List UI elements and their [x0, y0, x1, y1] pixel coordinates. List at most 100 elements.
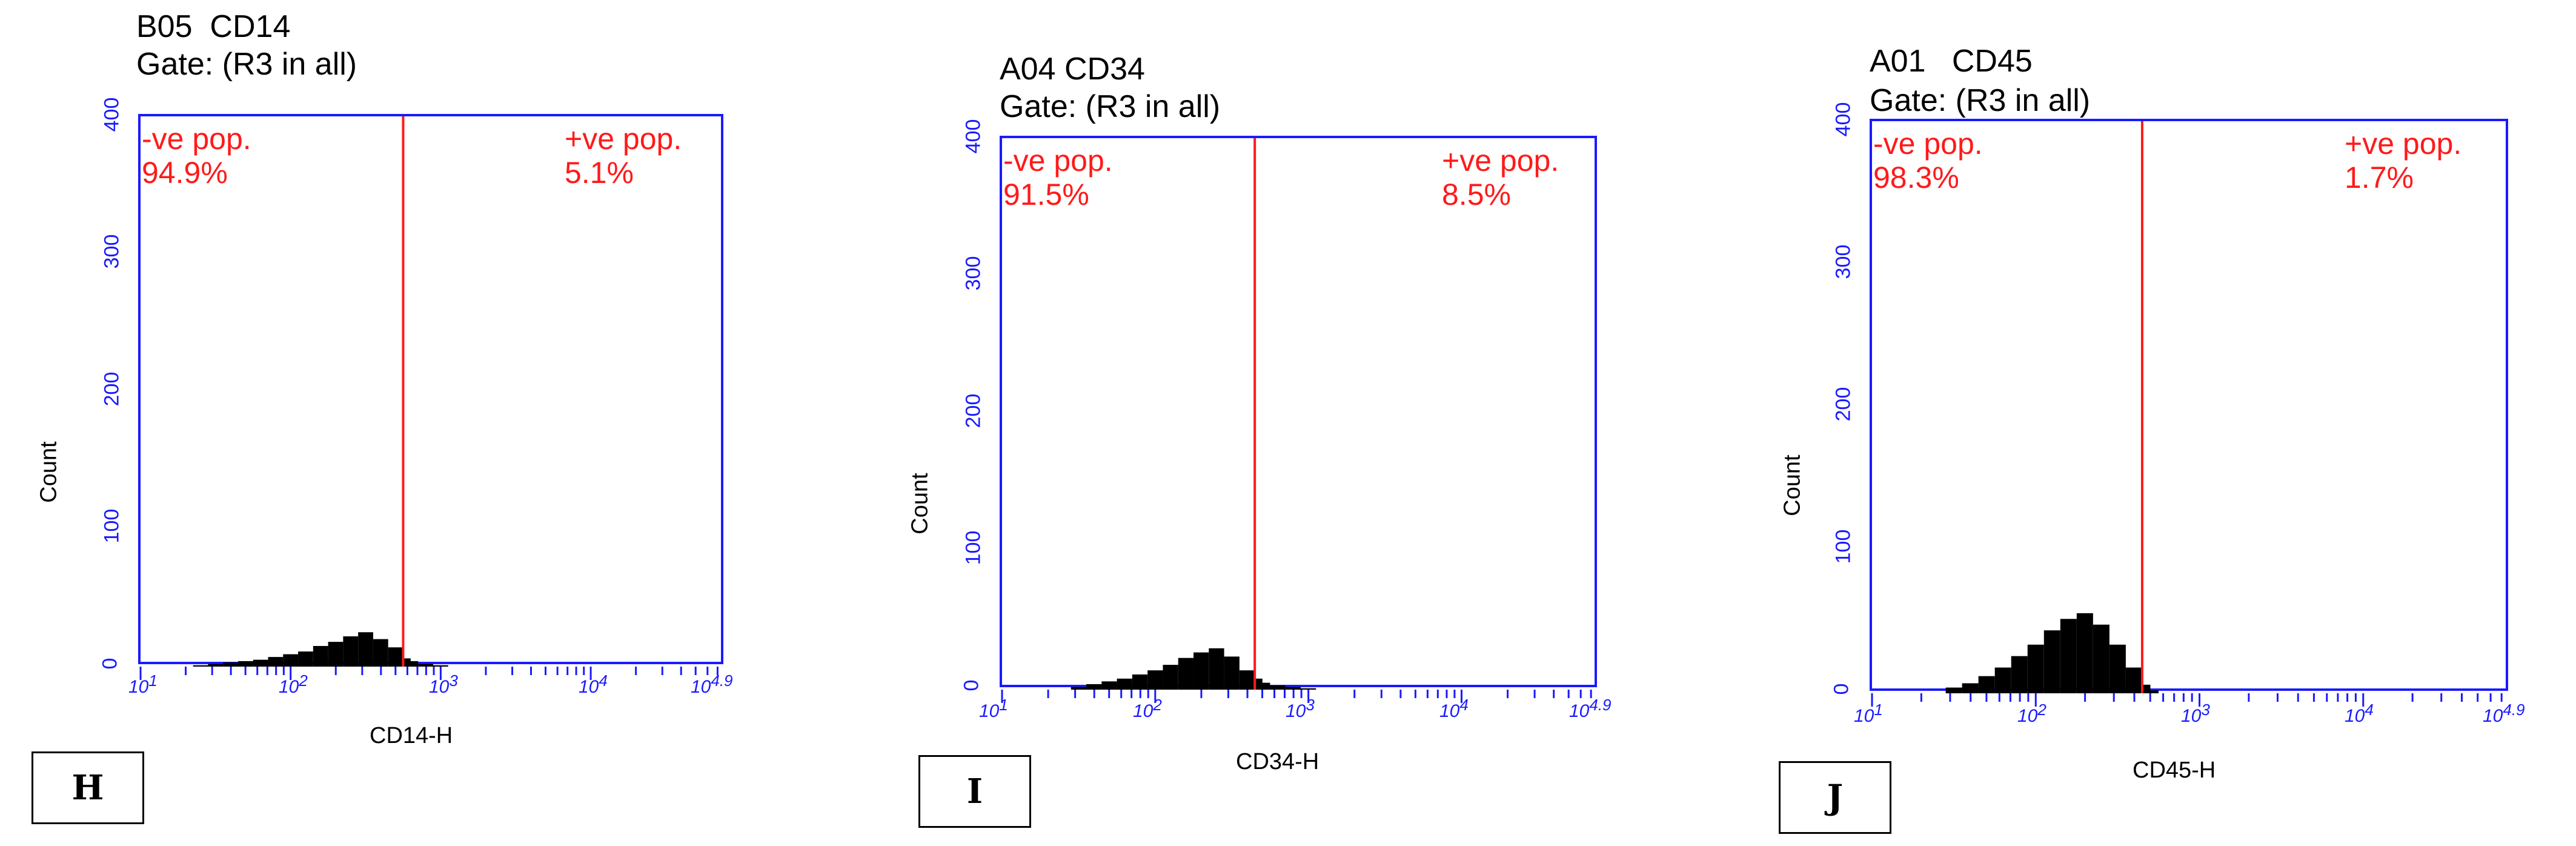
- x-tick-10-3: 103: [2181, 701, 2210, 726]
- y-tick-200: 200: [961, 393, 985, 428]
- positive-population-label: +ve pop.: [565, 122, 682, 156]
- y-tick-100: 100: [100, 508, 124, 544]
- histogram-bar: [373, 639, 388, 667]
- x-tick-10-3: 103: [429, 671, 458, 697]
- histogram-bar: [2109, 644, 2126, 693]
- positive-population-percent: 5.1%: [565, 156, 634, 190]
- y-tick-300: 300: [100, 234, 124, 269]
- histogram-bar: [433, 665, 448, 667]
- histogram-plot-area: -ve pop. 94.9% +ve pop. 5.1%: [138, 114, 723, 680]
- histogram-bar: [1086, 684, 1102, 690]
- x-tick-10-4-9: 104.9: [2483, 701, 2525, 726]
- x-tick-10-1: 101: [979, 696, 1008, 721]
- x-tick-10-3: 103: [1286, 696, 1315, 721]
- histogram-bar: [283, 654, 299, 667]
- panel-j: A01 CD45 Gate: (R3 in all) Count -ve pop…: [1745, 0, 2576, 846]
- histogram-svg: [1871, 121, 2503, 707]
- histogram-bar: [418, 664, 433, 667]
- histogram-bar: [1101, 681, 1117, 690]
- histogram-bar: [2076, 613, 2093, 693]
- y-tick-100: 100: [1831, 529, 1855, 564]
- panel-h: B05 CD14 Gate: (R3 in all) Count -ve pop…: [0, 0, 788, 846]
- y-tick-0: 0: [98, 658, 122, 670]
- y-tick-100: 100: [961, 530, 985, 565]
- y-axis-label: Count: [1779, 455, 1805, 516]
- negative-population-percent: 98.3%: [1873, 161, 1959, 195]
- y-tick-200: 200: [100, 371, 124, 407]
- x-tick-10-1: 101: [1854, 701, 1883, 726]
- y-axis-label: Count: [907, 473, 933, 535]
- x-tick-10-4: 104: [2345, 701, 2374, 726]
- histogram-bar: [1193, 652, 1209, 690]
- histogram-bar: [208, 664, 224, 667]
- y-tick-400: 400: [961, 119, 985, 154]
- panel-title-line1: A01 CD45: [1870, 44, 2033, 79]
- x-tick-10-2: 102: [2017, 701, 2047, 726]
- panel-title-line2: Gate: (R3 in all): [1870, 83, 2091, 118]
- histogram-bar: [1285, 687, 1301, 690]
- panel-title-line2: Gate: (R3 in all): [136, 47, 357, 82]
- negative-population-percent: 91.5%: [1003, 178, 1089, 212]
- histogram-bar: [2027, 644, 2044, 693]
- histogram-bar: [193, 665, 208, 667]
- x-tick-10-4: 104: [579, 671, 608, 697]
- panel-i: A04 CD34 Gate: (R3 in all) Count -ve pop…: [872, 0, 1678, 846]
- histogram-plot-area: -ve pop. 91.5% +ve pop. 8.5%: [1000, 136, 1597, 703]
- negative-population-label: -ve pop.: [1873, 127, 1983, 161]
- x-axis-label: CD14-H: [370, 723, 453, 748]
- negative-population-label: -ve pop.: [142, 122, 251, 156]
- histogram-bar: [1224, 656, 1240, 690]
- x-axis-label: CD34-H: [1236, 749, 1320, 774]
- positive-population-label: +ve pop.: [2345, 127, 2462, 161]
- x-tick-10-2: 102: [1133, 696, 1162, 721]
- y-tick-300: 300: [961, 256, 985, 291]
- histogram-bar: [1270, 685, 1286, 690]
- histogram-plot-area: -ve pop. 98.3% +ve pop. 1.7%: [1870, 119, 2508, 707]
- histogram-bar: [268, 657, 284, 667]
- x-tick-10-4-9: 104.9: [691, 671, 733, 697]
- histogram-svg: [139, 116, 719, 680]
- x-tick-10-1: 101: [128, 671, 158, 697]
- histogram-bar: [1147, 670, 1163, 690]
- x-tick-10-4: 104: [1439, 696, 1469, 721]
- histogram-bar: [1117, 678, 1132, 690]
- histogram-bar: [403, 661, 419, 667]
- histogram-bar: [2060, 619, 2077, 693]
- histogram-bar: [313, 645, 328, 667]
- y-tick-400: 400: [100, 97, 124, 132]
- histogram-bar: [358, 632, 373, 667]
- histogram-bar: [1132, 674, 1148, 690]
- histogram-bar: [343, 636, 359, 667]
- histogram-bar: [1178, 658, 1194, 690]
- panel-title-line2: Gate: (R3 in all): [1000, 89, 1221, 124]
- positive-population-percent: 1.7%: [2345, 161, 2414, 195]
- histogram-bar: [223, 662, 238, 667]
- x-tick-10-4-9: 104.9: [1569, 696, 1612, 721]
- positive-population-label: +ve pop.: [1442, 144, 1559, 178]
- histogram-bar: [1994, 667, 2011, 693]
- histogram-bar: [2093, 624, 2110, 693]
- panel-letter-box: I: [918, 755, 1031, 828]
- positive-population-percent: 8.5%: [1442, 178, 1511, 212]
- y-axis-label: Count: [36, 441, 62, 503]
- y-tick-0: 0: [1830, 683, 1853, 695]
- histogram-bar: [298, 651, 313, 667]
- histogram-bar: [1301, 688, 1316, 690]
- histogram-bar: [1945, 687, 1962, 693]
- negative-population-label: -ve pop.: [1003, 144, 1113, 178]
- histogram-svg: [1001, 138, 1592, 703]
- histogram-bar: [1255, 682, 1270, 690]
- panel-title-line1: B05 CD14: [136, 9, 291, 44]
- x-tick-10-2: 102: [279, 671, 308, 697]
- y-tick-200: 200: [1831, 387, 1855, 422]
- histogram-bar: [2043, 630, 2060, 693]
- histogram-bar: [1209, 648, 1224, 690]
- panel-title-line1: A04 CD34: [1000, 52, 1145, 87]
- histogram-bar: [1163, 665, 1178, 690]
- y-tick-300: 300: [1831, 244, 1855, 279]
- histogram-bar: [2011, 656, 2028, 693]
- x-axis-label: CD45-H: [2133, 758, 2216, 783]
- histogram-bar: [328, 642, 344, 667]
- y-tick-400: 400: [1831, 102, 1855, 137]
- histogram-bar: [2142, 690, 2159, 693]
